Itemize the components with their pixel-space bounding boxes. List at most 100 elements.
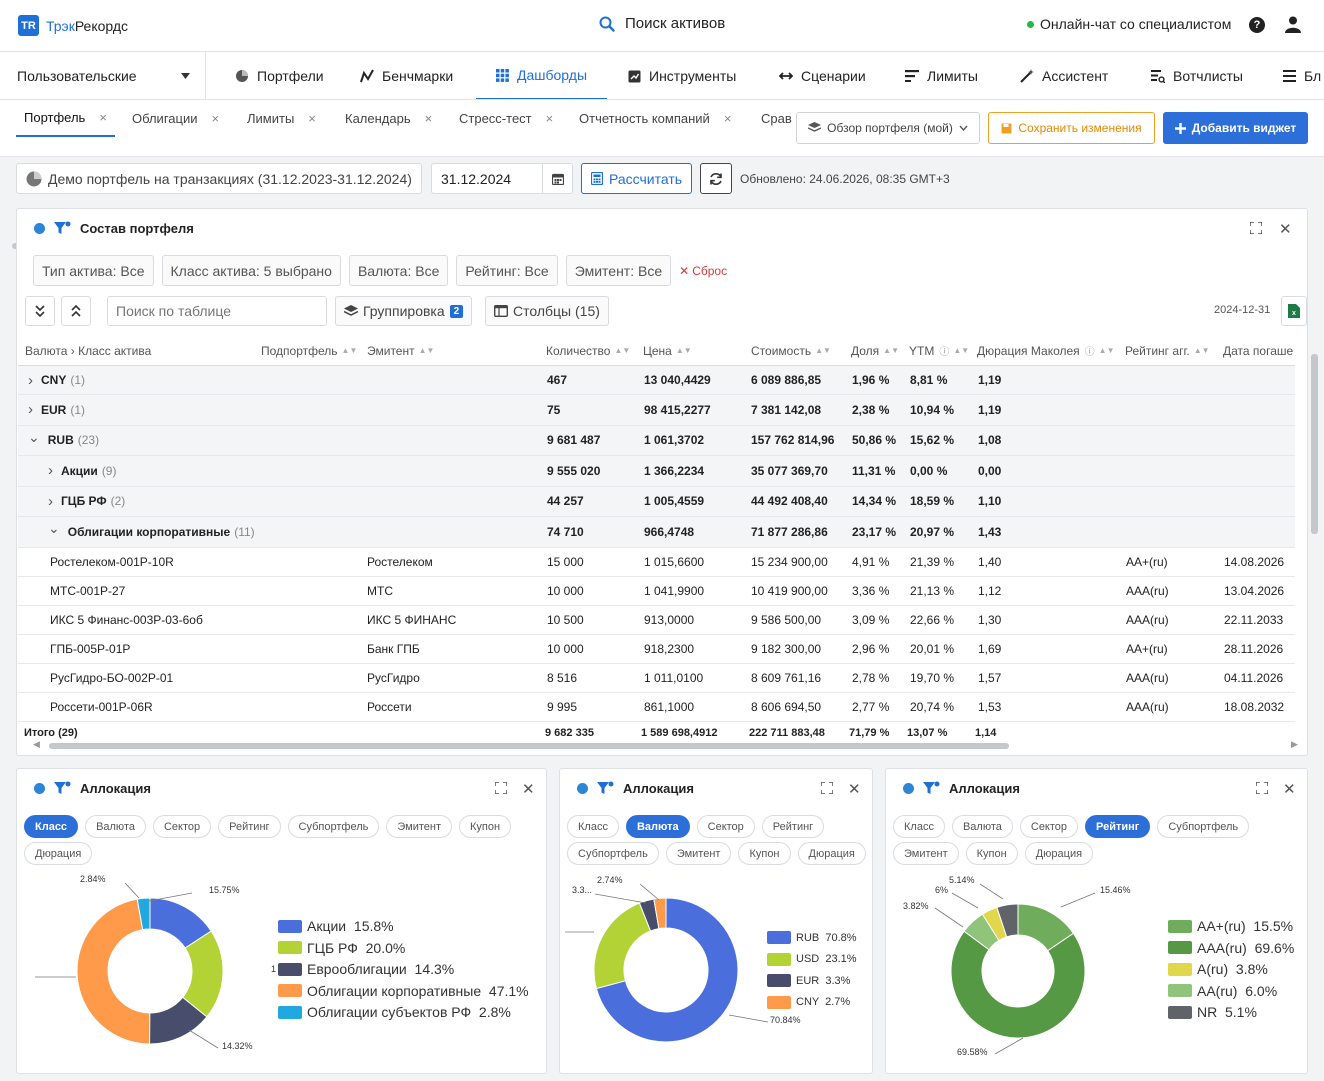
chip-0[interactable]: Класс bbox=[567, 815, 619, 838]
chip-0[interactable]: Класс bbox=[24, 815, 79, 838]
scroll-thumb[interactable] bbox=[1311, 354, 1318, 534]
close-icon[interactable]: × bbox=[424, 111, 433, 126]
chip-1[interactable]: Валюта bbox=[85, 815, 146, 838]
close-icon[interactable]: ✕ bbox=[848, 781, 861, 798]
chip-3[interactable]: Рейтинг bbox=[761, 815, 825, 838]
group-row[interactable]: ⌄ Облигации корпоративные (11) 74 710 966,47… bbox=[18, 517, 1295, 548]
table-vertical-scrollbar[interactable] bbox=[1309, 354, 1319, 733]
chip-1[interactable]: Валюта bbox=[625, 815, 690, 838]
col-header-subportfolio[interactable]: Подпортфель ▲▼ bbox=[261, 343, 358, 358]
legend-item[interactable]: AAA(ru) 69.6% bbox=[1168, 940, 1294, 956]
donut-slice[interactable] bbox=[593, 902, 652, 990]
donut-slice[interactable] bbox=[1017, 903, 1075, 952]
filter-currency[interactable]: Валюта: Все bbox=[348, 255, 449, 286]
chip-5[interactable]: Эмитент bbox=[893, 842, 959, 865]
expand-icon[interactable] bbox=[1256, 782, 1268, 794]
col-header-quantity[interactable]: Количество ▲▼ bbox=[546, 343, 631, 358]
col-header-issuer[interactable]: Эмитент ▲▼ bbox=[367, 343, 435, 358]
filter-icon[interactable] bbox=[597, 781, 614, 796]
nav-item-more[interactable]: Бл bbox=[1283, 52, 1321, 99]
tab-compare[interactable]: Срав bbox=[761, 100, 792, 137]
col-header-value[interactable]: Стоимость ▲▼ bbox=[751, 343, 831, 358]
chip-7[interactable]: Дюрация bbox=[1024, 842, 1094, 865]
chip-7[interactable]: Дюрация bbox=[24, 842, 93, 865]
col-header-price[interactable]: Цена ▲▼ bbox=[643, 343, 692, 358]
chip-4[interactable]: Субпортфель bbox=[567, 842, 659, 865]
expand-all-icon[interactable] bbox=[61, 296, 91, 326]
col-header-ytm[interactable]: YTM ⓘ ▲▼ bbox=[909, 343, 970, 359]
col-header-share[interactable]: Доля ▲▼ bbox=[851, 343, 900, 358]
table-horizontal-scrollbar[interactable]: ◀ ▶ bbox=[33, 739, 1303, 752]
chip-2[interactable]: Сектор bbox=[152, 815, 212, 838]
donut-slice[interactable] bbox=[181, 930, 224, 1018]
portfolio-select[interactable]: Демо портфель на транзакциях (31.12.2023… bbox=[16, 163, 422, 194]
chip-4[interactable]: Субпортфель bbox=[287, 815, 380, 838]
legend-item[interactable]: Еврооблигации 14.3% bbox=[278, 961, 529, 977]
chip-5[interactable]: Эмитент bbox=[665, 842, 732, 865]
close-icon[interactable]: ✕ bbox=[1283, 781, 1296, 798]
scroll-thumb[interactable] bbox=[49, 743, 1009, 749]
close-icon[interactable]: × bbox=[308, 111, 316, 126]
group-row[interactable]: › ГЦБ РФ (2) 44 257 1 005,4559 44 492 408,40 1… bbox=[18, 486, 1295, 517]
close-icon[interactable]: × bbox=[545, 111, 554, 126]
legend-item[interactable]: USD 23.1% bbox=[767, 952, 857, 966]
close-icon[interactable]: × bbox=[211, 111, 220, 126]
legend-item[interactable]: CNY 2.7% bbox=[767, 995, 857, 1009]
donut-slice[interactable] bbox=[149, 897, 212, 949]
refresh-button[interactable] bbox=[700, 163, 732, 194]
chip-6[interactable]: Купон bbox=[458, 815, 512, 838]
scroll-left-icon[interactable]: ◀ bbox=[33, 739, 40, 749]
legend-item[interactable]: AA(ru) 6.0% bbox=[1168, 983, 1294, 999]
col-header-maturity[interactable]: Дата погаше bbox=[1223, 343, 1294, 358]
donut-slice[interactable] bbox=[996, 903, 1019, 938]
filter-icon[interactable] bbox=[923, 781, 940, 796]
table-search-input[interactable] bbox=[107, 296, 327, 326]
reset-filters-button[interactable]: ✕ Сброс bbox=[679, 255, 727, 287]
close-icon[interactable]: × bbox=[723, 111, 732, 126]
chevron-down-icon[interactable]: ⌄ bbox=[28, 428, 40, 445]
filter-icon[interactable] bbox=[54, 221, 71, 236]
tab-company-reports[interactable]: Отчетность компаний × bbox=[579, 100, 731, 137]
tab-portfolio[interactable]: Портфель × bbox=[16, 100, 115, 137]
legend-item[interactable]: Облигации корпоративные 47.1% bbox=[278, 983, 529, 999]
legend-item[interactable]: Акции 15.8% bbox=[278, 918, 529, 934]
close-icon[interactable]: ✕ bbox=[1279, 221, 1292, 238]
chevron-right-icon[interactable]: › bbox=[28, 401, 33, 419]
table-row[interactable]: Россети-001P-06R Россети 9 995 861,1000 8 60… bbox=[18, 693, 1295, 722]
chevron-right-icon[interactable]: › bbox=[28, 371, 33, 389]
filter-asset-class[interactable]: Класс актива: 5 выбрано bbox=[161, 255, 341, 286]
columns-button[interactable]: Столбцы (15) bbox=[485, 296, 609, 326]
chat-link[interactable]: Онлайн-чат со специалистом bbox=[1027, 16, 1231, 32]
asset-search[interactable]: Поиск активов bbox=[599, 15, 725, 32]
excel-export-icon[interactable]: x bbox=[1281, 296, 1307, 326]
chip-5[interactable]: Эмитент bbox=[386, 815, 452, 838]
nav-item-assistant[interactable]: Ассистент bbox=[1020, 52, 1108, 99]
workspace-select[interactable]: Пользовательские bbox=[0, 52, 206, 99]
help-icon[interactable]: ? bbox=[1249, 17, 1265, 33]
nav-item-scenarios[interactable]: Сценарии bbox=[779, 52, 866, 99]
donut-slice[interactable] bbox=[595, 897, 739, 1043]
donut-slice[interactable] bbox=[653, 897, 667, 930]
tab-calendar[interactable]: Календарь × bbox=[345, 100, 432, 137]
table-row[interactable]: ГПБ-005Р-01Р Банк ГПБ 10 000 918,2300 9 182 … bbox=[18, 635, 1295, 664]
expand-icon[interactable] bbox=[495, 782, 507, 794]
expand-icon[interactable] bbox=[821, 782, 833, 794]
nav-item-portfolios[interactable]: Портфели bbox=[235, 52, 324, 99]
user-icon[interactable] bbox=[1285, 16, 1301, 33]
donut-slice[interactable] bbox=[981, 906, 1008, 942]
group-row[interactable]: ⌄ RUB (23) 9 681 487 1 061,3702 157 762 814,9… bbox=[18, 425, 1295, 456]
nav-item-limits[interactable]: Лимиты bbox=[905, 52, 978, 99]
close-icon[interactable]: ✕ bbox=[522, 781, 535, 798]
nav-item-instruments[interactable]: Инструменты bbox=[628, 52, 736, 99]
donut-slice[interactable] bbox=[963, 913, 1000, 951]
save-changes-button[interactable]: Сохранить изменения bbox=[988, 112, 1155, 144]
chip-1[interactable]: Валюта bbox=[951, 815, 1013, 838]
app-logo[interactable]: TR ТрэкРекордс bbox=[18, 15, 128, 36]
legend-item[interactable]: Облигации субъектов РФ 2.8% bbox=[278, 1004, 529, 1020]
tab-limits[interactable]: Лимиты × bbox=[247, 100, 316, 137]
table-row[interactable]: Ростелеком-001P-10R Ростелеком 15 000 1 015… bbox=[18, 548, 1295, 577]
chip-6[interactable]: Купон bbox=[738, 842, 791, 865]
date-input[interactable]: 31.12.2024 bbox=[431, 163, 573, 194]
chip-2[interactable]: Сектор bbox=[696, 815, 755, 838]
legend-item[interactable]: A(ru) 3.8% bbox=[1168, 961, 1294, 977]
